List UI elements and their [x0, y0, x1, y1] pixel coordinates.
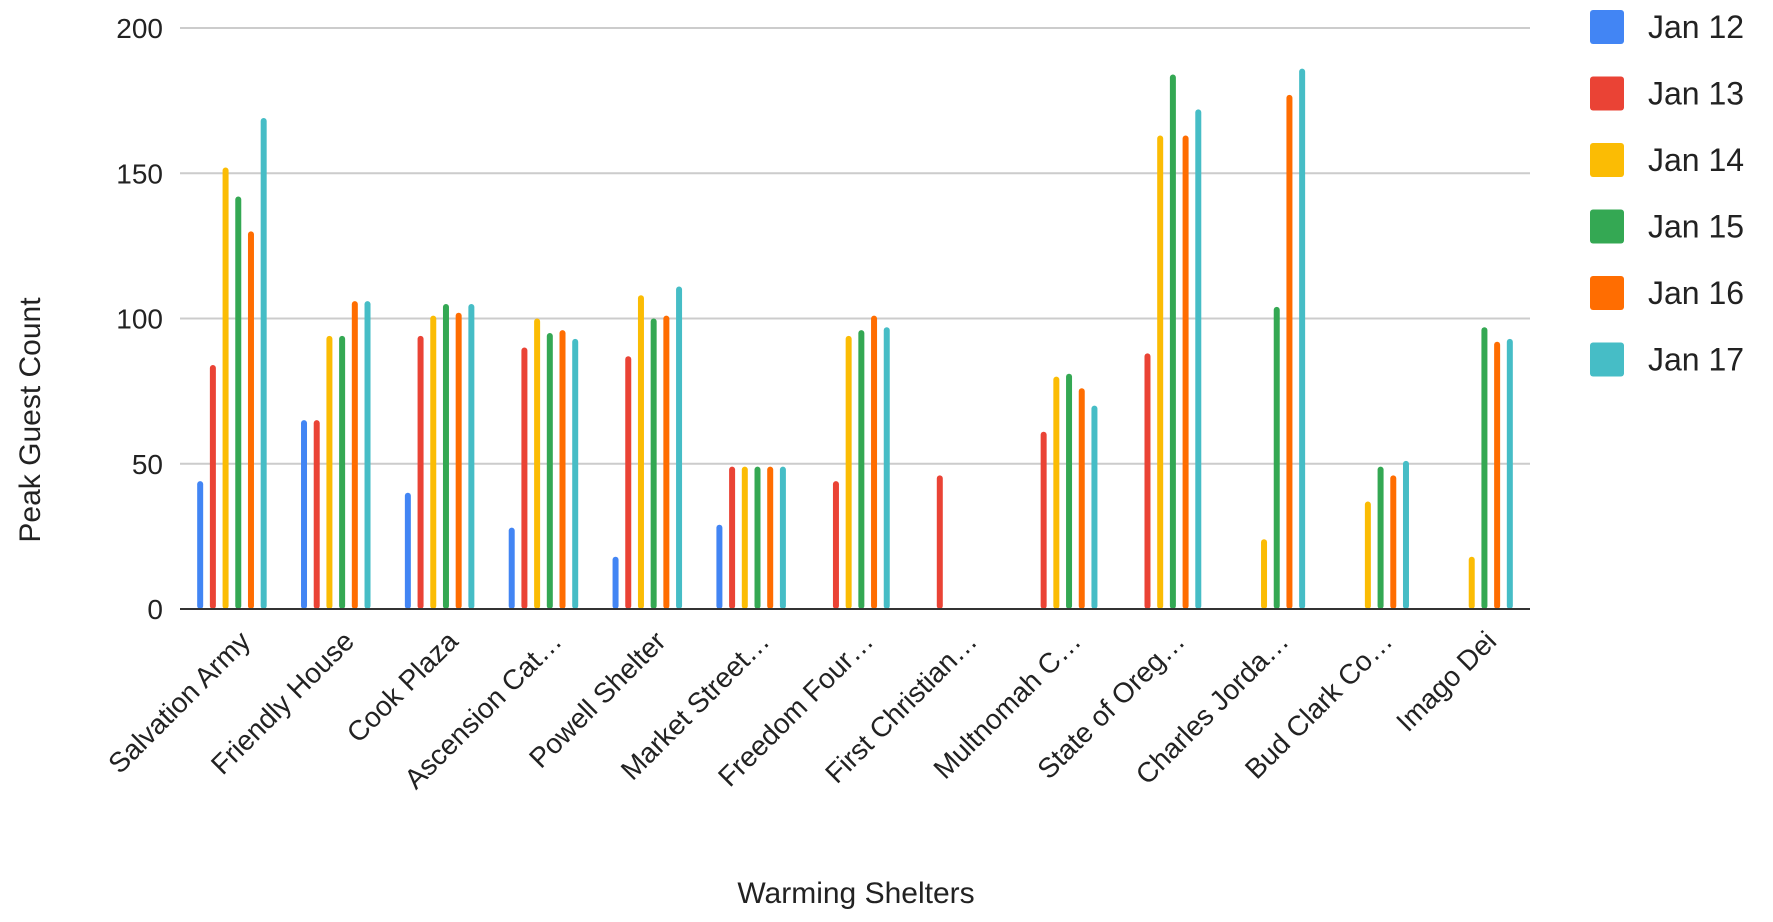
bar [1144, 353, 1151, 609]
bar [430, 315, 437, 609]
legend-swatch [1590, 276, 1624, 310]
legend-label: Jan 12 [1648, 9, 1744, 45]
x-tick-label: Imago Dei [1390, 625, 1502, 737]
x-axis-title: Warming Shelters [737, 877, 974, 910]
bar [559, 330, 566, 609]
bar [468, 303, 475, 609]
bar [1364, 501, 1371, 609]
bar [1506, 338, 1513, 609]
bar [534, 318, 541, 609]
bar [1078, 388, 1085, 609]
bar [572, 338, 579, 609]
legend-swatch [1590, 143, 1624, 177]
bar [1494, 341, 1501, 609]
bar [832, 481, 839, 609]
bar [676, 286, 683, 609]
bar [260, 118, 267, 610]
bar [650, 318, 657, 609]
legend-swatch [1590, 76, 1624, 111]
legend-label: Jan 14 [1648, 142, 1744, 178]
bar [858, 330, 865, 609]
bar [508, 527, 515, 609]
bar [222, 167, 229, 609]
bar [209, 364, 216, 609]
bar [936, 475, 943, 609]
legend-label: Jan 13 [1648, 76, 1744, 112]
bar [767, 466, 774, 609]
bar [1182, 135, 1189, 610]
bar [417, 335, 424, 609]
legend-label: Jan 17 [1648, 342, 1744, 378]
bar [741, 466, 748, 609]
bar [883, 327, 890, 609]
y-tick-label: 200 [116, 13, 163, 44]
bar [1157, 135, 1164, 610]
bar [313, 420, 320, 609]
bar [235, 196, 242, 610]
bar [1299, 68, 1306, 610]
legend: Jan 12 Jan 13 Jan 14 Jan 15 Jan 16 Jan 17 [1590, 9, 1744, 378]
bar [442, 303, 449, 609]
bar [779, 466, 786, 609]
bar [455, 312, 462, 609]
bar [404, 492, 411, 609]
y-tick-label: 50 [132, 449, 163, 480]
bar [637, 295, 644, 609]
bar [1091, 405, 1098, 609]
bar [1273, 306, 1280, 609]
bar [1286, 94, 1293, 609]
bar [326, 335, 333, 609]
gridlines [180, 27, 1530, 465]
bar [729, 466, 736, 609]
bar [1481, 327, 1488, 609]
bar [1377, 466, 1384, 609]
bars [197, 68, 1513, 610]
bar [247, 231, 254, 609]
bar [301, 420, 308, 609]
bar [716, 524, 723, 609]
bar [1390, 475, 1397, 609]
bar [625, 356, 632, 609]
bar [1066, 373, 1073, 609]
bar [1261, 539, 1268, 609]
bar [1040, 431, 1047, 609]
bar [521, 347, 528, 609]
bar [1468, 556, 1475, 609]
bar [197, 481, 204, 609]
legend-swatch [1590, 342, 1624, 377]
bar [612, 556, 619, 609]
y-axis-title: Peak Guest Count [14, 297, 47, 543]
y-tick-label: 150 [116, 158, 163, 189]
y-tick-label: 100 [116, 304, 163, 335]
bar [351, 301, 358, 609]
bar [1169, 74, 1176, 610]
bar [845, 335, 852, 609]
legend-swatch [1590, 10, 1624, 44]
bar [339, 335, 346, 609]
bar [1402, 460, 1409, 609]
y-tick-label: 0 [147, 594, 163, 625]
bar [663, 315, 670, 609]
legend-label: Jan 15 [1648, 209, 1744, 245]
legend-label: Jan 16 [1648, 275, 1744, 311]
bar [1053, 376, 1060, 609]
legend-swatch [1590, 209, 1624, 244]
bar [364, 301, 371, 609]
bar [546, 333, 553, 609]
bar [754, 466, 761, 609]
bar [871, 315, 878, 609]
bar [1195, 109, 1202, 609]
